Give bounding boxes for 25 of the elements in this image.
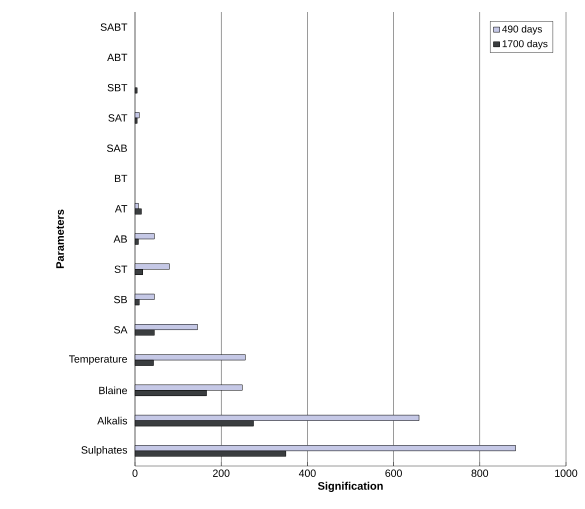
x-tick-label: 800: [472, 470, 488, 477]
y-tick-label: Alkalis: [97, 416, 128, 424]
y-tick-label: ST: [114, 266, 128, 273]
y-tick-label: Blaine: [99, 386, 127, 394]
x-tick-label: 1000: [555, 470, 578, 477]
y-tick-label: SB: [114, 296, 127, 304]
x-tick-label: 600: [385, 470, 402, 477]
x-axis-title: Signification: [318, 482, 383, 492]
y-tick-label: SBT: [108, 84, 128, 92]
y-tick-label: Temperature: [68, 355, 128, 365]
y-tick-label: AB: [114, 235, 127, 243]
y-tick-label: SAB: [107, 144, 127, 152]
y-tick-label: SAT: [108, 114, 128, 122]
y-tick-label: ABT: [107, 54, 128, 61]
y-tick-label: SABT: [100, 23, 128, 31]
x-tick-label: 200: [213, 470, 230, 477]
y-tick-label: BT: [114, 174, 128, 182]
y-tick-label: SA: [114, 326, 128, 334]
y-tick-label: AT: [114, 205, 128, 212]
legend-label: 490 days: [502, 25, 542, 35]
x-tick-label: 400: [298, 470, 316, 477]
y-axis-title: Parameters: [56, 210, 64, 268]
y-tick-label: Sulphates: [81, 446, 128, 456]
x-tick-label: 0: [132, 470, 138, 477]
legend-label: 1700 days: [502, 40, 548, 50]
